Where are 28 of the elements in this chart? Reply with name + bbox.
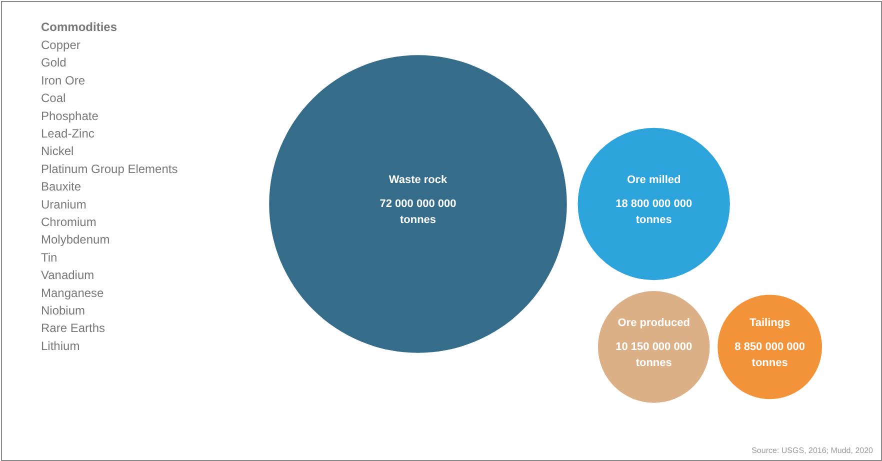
category-label: Tailings (749, 316, 790, 329)
text: Gold (41, 56, 66, 70)
text: Molybdenum (41, 232, 110, 247)
text: Phosphate (41, 108, 99, 123)
legend-title: Commodities (41, 20, 118, 34)
text: Iron Ore (41, 73, 86, 88)
data-label: 18 800 000 000 tonnes (616, 198, 692, 226)
text: Lithium (41, 338, 80, 353)
category-label: Waste rock (388, 174, 448, 186)
text: Coal (41, 91, 66, 106)
text: Rare Earths (41, 321, 106, 336)
text: Bauxite (41, 180, 82, 194)
text: Tin (41, 250, 58, 264)
text: Vanadium (41, 268, 94, 282)
category-label: Ore milled (626, 174, 681, 186)
category-label: Ore produced (618, 316, 690, 329)
text: Lead-Zinc (41, 126, 94, 140)
text: Platinum Group Elements (41, 162, 178, 176)
text: Copper (41, 38, 80, 52)
text: Manganese (41, 286, 104, 300)
data-label: 72 000 000 000 tonnes (380, 198, 456, 226)
data-label: 8 850 000 000 tonnes (734, 340, 806, 369)
text: Niobium (41, 304, 86, 318)
data-label: 10 150 000 000 tonnes (616, 340, 692, 369)
text: Uranium (41, 197, 86, 212)
text: Chromium (41, 215, 96, 229)
text: Nickel (41, 144, 74, 158)
source-note: Source: USGS, 2016; Mudd, 2020 (752, 446, 874, 455)
